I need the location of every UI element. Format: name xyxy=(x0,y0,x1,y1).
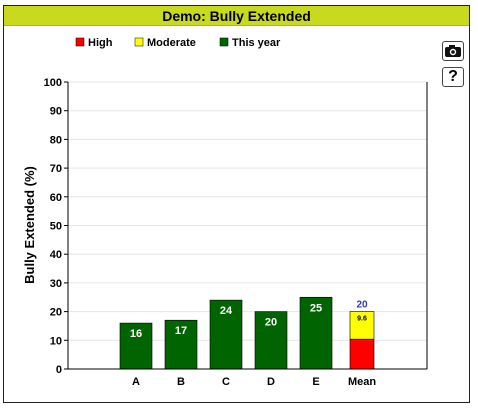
mean-segment-high xyxy=(349,338,375,370)
y-tick-label: 10 xyxy=(50,335,62,347)
mean-total-label: 20 xyxy=(356,300,368,311)
y-tick-label: 40 xyxy=(50,249,62,261)
legend-swatch xyxy=(75,37,85,47)
bar xyxy=(209,299,243,370)
y-tick-label: 30 xyxy=(50,278,62,290)
y-tick-label: 50 xyxy=(50,221,62,233)
bar xyxy=(119,322,153,370)
bar-value-label: 24 xyxy=(220,305,233,317)
bar xyxy=(299,296,333,370)
y-tick-label: 20 xyxy=(50,307,62,319)
y-tick-label: 70 xyxy=(50,163,62,175)
bars: 16 A 17 B 24 C 20 D 25 E 9.6 20 Mean xyxy=(119,296,376,388)
y-tick-label: 80 xyxy=(50,134,62,146)
chart-title: Demo: Bully Extended xyxy=(162,8,311,24)
title-bar: Demo: Bully Extended xyxy=(4,6,469,26)
bar xyxy=(164,319,198,370)
y-tick-label: 90 xyxy=(50,106,62,118)
legend-swatch xyxy=(134,37,144,47)
y-tick-label: 100 xyxy=(44,77,62,89)
legend-swatch xyxy=(219,37,229,47)
camera-button[interactable] xyxy=(442,41,464,61)
legend-label: High xyxy=(88,37,113,49)
x-tick-label: A xyxy=(132,376,140,388)
bar-value-label: 20 xyxy=(265,317,277,329)
bar-value-label: 25 xyxy=(310,302,322,314)
toolbar: ? xyxy=(442,41,466,93)
help-button[interactable]: ? xyxy=(442,67,464,87)
y-axis-label: Bully Extended (%) xyxy=(22,166,37,284)
bar-value-label: 17 xyxy=(175,325,187,337)
camera-icon xyxy=(445,45,461,57)
gridlines xyxy=(68,81,427,341)
mean-segment-moderate xyxy=(349,311,375,340)
x-tick-label: D xyxy=(267,376,275,388)
axes: 0 10 20 30 40 50 60 70 80 90 100 xyxy=(44,77,428,376)
x-tick-label: Mean xyxy=(348,376,376,388)
y-tick-label: 60 xyxy=(50,192,62,204)
legend-label: This year xyxy=(232,37,281,49)
mean-segment-label: 9.6 xyxy=(357,316,367,323)
x-tick-label: E xyxy=(312,376,319,388)
x-tick-label: C xyxy=(222,376,230,388)
y-tick-label: 0 xyxy=(56,364,62,376)
legend: High Moderate This year xyxy=(75,37,281,49)
bar-value-label: 16 xyxy=(130,328,142,340)
x-tick-label: B xyxy=(177,376,185,388)
legend-label: Moderate xyxy=(147,37,196,49)
